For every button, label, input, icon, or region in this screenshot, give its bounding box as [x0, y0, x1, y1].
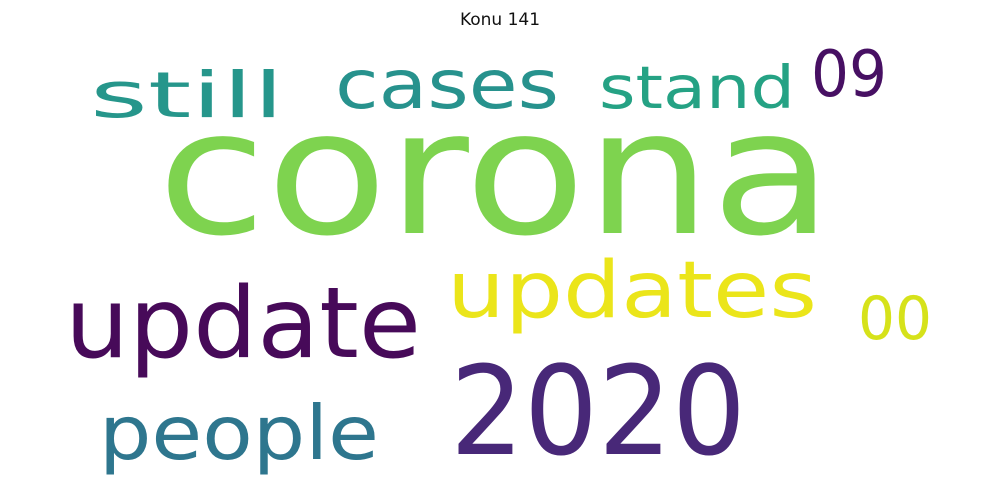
cloud-word: still — [90, 59, 284, 132]
cloud-word: 2020 — [450, 341, 746, 484]
cloud-word: stand — [599, 53, 795, 122]
cloud-word: updates — [447, 246, 817, 336]
cloud-word: corona — [158, 72, 833, 274]
cloud-word: 00 — [858, 284, 932, 354]
cloud-word: 09 — [811, 38, 887, 112]
page-title: Konu 141 — [459, 10, 541, 30]
cloud-word: update — [65, 267, 421, 381]
cloud-word: people — [99, 389, 379, 477]
cloud-word: cases — [335, 46, 559, 125]
